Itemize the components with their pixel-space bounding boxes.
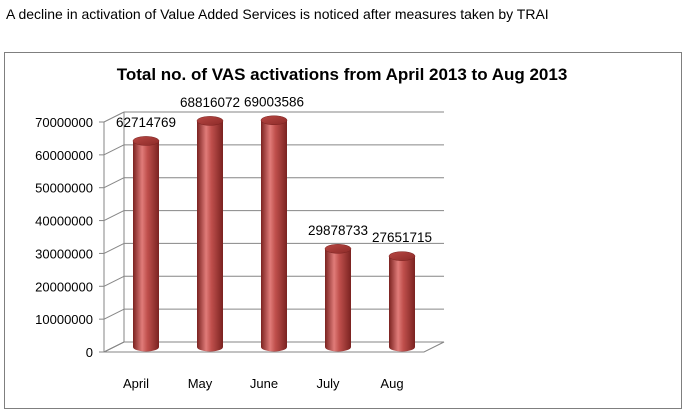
data-label: 69003586: [244, 94, 304, 109]
y-tick-label: 70000000: [35, 115, 93, 130]
y-tick-label: 60000000: [35, 148, 93, 163]
gridline-depth: [103, 177, 125, 189]
data-label: 68816072: [180, 95, 240, 110]
bar-top: [324, 244, 352, 254]
chart-title: Total no. of VAS activations from April …: [117, 65, 568, 84]
data-label: 27651715: [372, 230, 432, 245]
bar-body: [133, 140, 159, 352]
x-tick-label: May: [188, 376, 213, 391]
x-tick-label: July: [316, 376, 340, 391]
gridline-depth: [103, 210, 125, 222]
gridline-depth: [103, 275, 125, 287]
bar-body: [389, 256, 415, 352]
gridline-depth: [103, 308, 125, 320]
bar-body: [325, 248, 351, 352]
y-tick-label: 40000000: [35, 214, 93, 229]
x-tick-label: June: [250, 376, 278, 391]
bar-april: [132, 136, 160, 352]
gridline-depth: [103, 111, 125, 123]
bar-body: [197, 120, 223, 352]
caption-text: A decline in activation of Value Added S…: [6, 6, 549, 22]
y-tick-label: 30000000: [35, 246, 93, 261]
bar-july: [324, 244, 352, 352]
bar-top: [196, 116, 224, 126]
data-label: 62714769: [116, 115, 176, 130]
chart-floor: [103, 341, 445, 353]
x-tick-label: April: [123, 376, 149, 391]
data-label: 29878733: [308, 223, 368, 238]
bar-top: [260, 115, 288, 126]
y-tick-label: 0: [86, 345, 93, 360]
bar-aug: [388, 251, 416, 352]
y-tick-label: 10000000: [35, 312, 93, 327]
y-tick-label: 50000000: [35, 181, 93, 196]
gridline-depth: [103, 242, 125, 254]
bar-may: [196, 116, 224, 352]
y-tick-label: 20000000: [35, 279, 93, 294]
bar-body: [261, 120, 287, 352]
bar-june: [260, 115, 288, 352]
x-tick-label: Aug: [380, 376, 403, 391]
gridline-depth: [103, 144, 125, 156]
bar-top: [132, 136, 160, 146]
bar-top: [388, 251, 416, 261]
